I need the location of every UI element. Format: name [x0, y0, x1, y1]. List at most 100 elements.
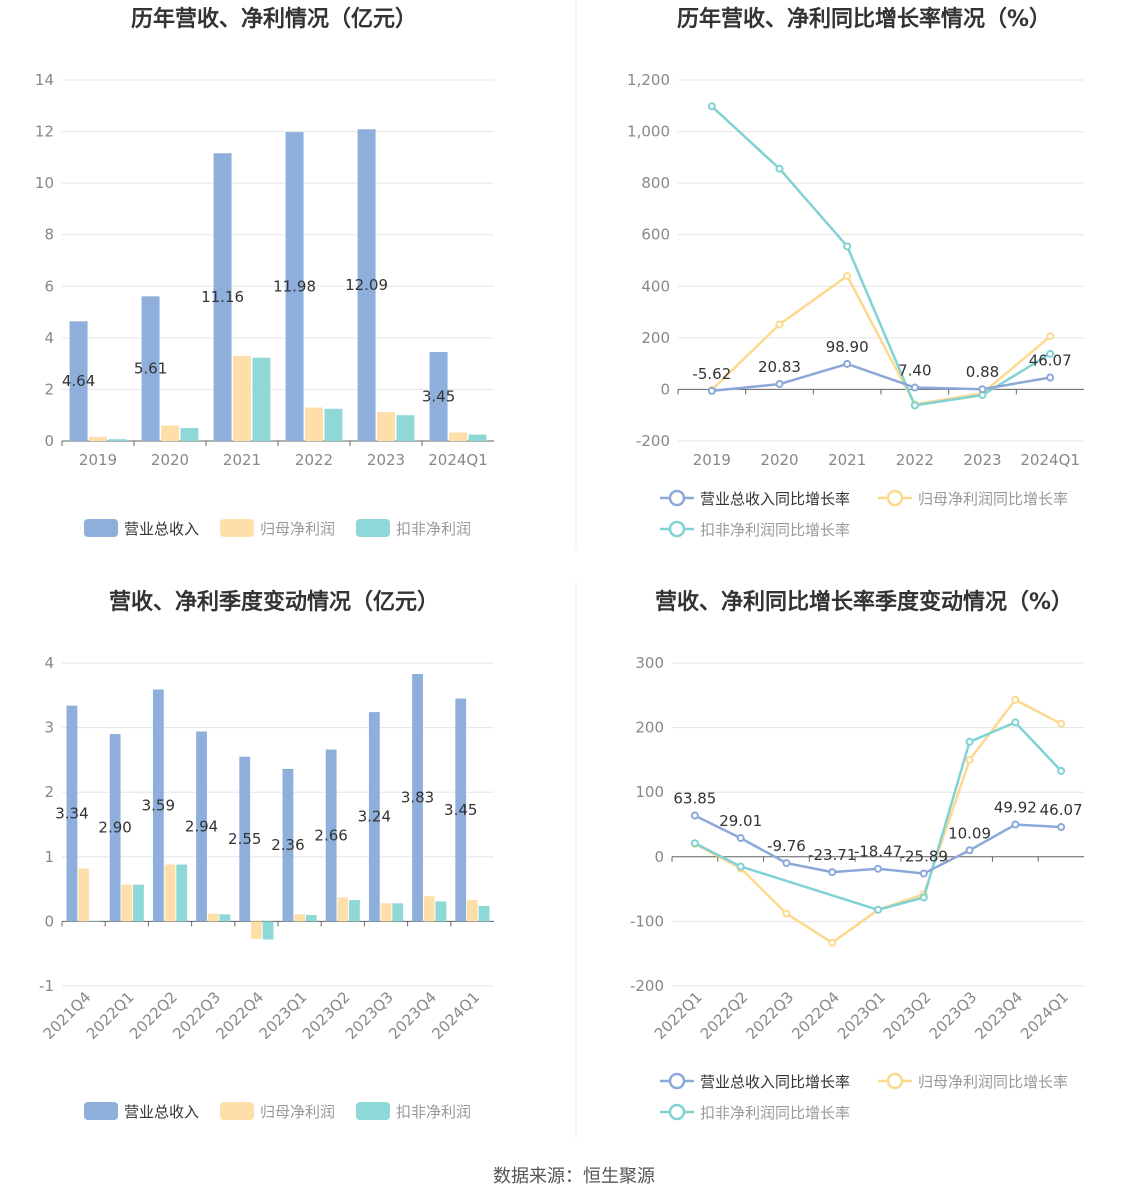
point-revenue_growth	[843, 359, 852, 368]
bar-netprofit	[164, 864, 176, 922]
bar-netprofit	[294, 914, 305, 922]
legend-item-netprofit[interactable]: 归母净利润	[220, 519, 335, 538]
y-tick-label: -200	[630, 977, 664, 995]
data-label: 4.64	[62, 372, 95, 390]
data-label: 29.01	[719, 812, 762, 830]
bar-revenue	[152, 689, 164, 922]
data-label: 11.16	[201, 288, 244, 306]
legend-item-revenue_growth[interactable]: 营业总收入同比增长率	[660, 1072, 850, 1091]
y-tick-label: 200	[635, 719, 664, 737]
legend-item-deducted_growth[interactable]: 扣非净利润同比增长率	[660, 520, 850, 539]
legend-item-netprofit[interactable]: 归母净利润	[220, 1102, 335, 1121]
y-tick-label: 1	[44, 848, 54, 866]
data-label: -25.89	[900, 848, 948, 866]
bar-revenue	[239, 756, 251, 922]
legend-item-deducted_growth[interactable]: 扣非净利润同比增长率	[660, 1103, 850, 1122]
bar-revenue	[141, 296, 160, 441]
x-tick-label: 2023Q1	[834, 988, 889, 1043]
bar-deducted	[392, 903, 404, 922]
bar-revenue	[412, 673, 423, 922]
quarterly-amount-title: 营收、净利季度变动情况（亿元）	[109, 589, 439, 615]
annual-amount-chart: 历年营收、净利情况（亿元） 0 2 4 6 8 10 12 14 4.64 5.61 11.16 11…	[35, 6, 494, 538]
point-deducted_growth	[736, 862, 745, 871]
y-tick-label: 4	[44, 329, 54, 347]
x-tick-label: 2023Q3	[926, 988, 981, 1043]
point-deducted_growth	[843, 242, 852, 251]
x-tick-label: 2022	[896, 451, 934, 469]
x-tick-label: 2023	[963, 451, 1001, 469]
x-tick-label: 2022Q3	[742, 988, 797, 1043]
data-label: 12.09	[345, 276, 388, 294]
point-revenue_growth	[1046, 373, 1055, 382]
y-tick-label: 300	[635, 654, 664, 672]
legend-swatch	[220, 1102, 254, 1120]
bar-netprofit	[121, 884, 133, 922]
bar-deducted	[262, 921, 274, 940]
legend-item-revenue_growth[interactable]: 营业总收入同比增长率	[660, 489, 850, 508]
bar-netprofit	[233, 355, 251, 441]
y-tick-label: 10	[35, 174, 54, 192]
data-label: 10.09	[948, 824, 991, 842]
legend-item-netprofit_growth[interactable]: 归母净利润同比增长率	[878, 1072, 1068, 1091]
point-netprofit_growth	[775, 320, 784, 329]
legend-item-deducted[interactable]: 扣非净利润	[356, 1102, 471, 1121]
data-label: 2.36	[271, 836, 304, 854]
x-tick-label: 2021	[223, 451, 261, 469]
x-tick-label: 2023	[367, 451, 405, 469]
legend-label: 营业总收入同比增长率	[700, 1073, 850, 1091]
point-deducted_growth	[707, 102, 716, 111]
bar-deducted	[435, 901, 447, 922]
y-tick-label: 8	[44, 226, 54, 244]
y-tick-label: 0	[44, 432, 54, 450]
point-revenue_growth	[910, 383, 919, 392]
point-deducted_growth	[1046, 349, 1055, 358]
x-tick-label: 2020	[151, 451, 189, 469]
legend-label: 归母净利润	[260, 1103, 335, 1121]
data-label: 3.83	[401, 789, 434, 807]
y-tick-label: 100	[635, 783, 664, 801]
bar-netprofit	[89, 436, 107, 441]
legend-marker	[668, 520, 686, 538]
point-netprofit_growth	[782, 909, 791, 918]
legend-item-deducted[interactable]: 扣非净利润	[356, 519, 471, 538]
point-deducted_growth	[1011, 718, 1020, 727]
x-tick-label: 2019	[79, 451, 117, 469]
x-tick-label: 2024Q1	[1017, 988, 1072, 1043]
bar-revenue	[368, 712, 380, 922]
bar-revenue	[429, 352, 448, 441]
bar-deducted	[305, 914, 317, 922]
bar-netprofit	[380, 903, 392, 922]
y-tick-label: 4	[44, 654, 54, 672]
bar-revenue	[109, 734, 121, 922]
bar-deducted	[252, 357, 271, 441]
point-revenue_growth	[707, 386, 716, 395]
data-label: 3.59	[142, 796, 175, 814]
legend-item-netprofit_growth[interactable]: 归母净利润同比增长率	[878, 489, 1068, 508]
data-label: 0.88	[966, 363, 999, 381]
legend-item-revenue[interactable]: 营业总收入	[84, 1102, 199, 1121]
legend-label: 扣非净利润同比增长率	[700, 521, 850, 539]
quarterly-growth-title: 营收、净利同比增长率季度变动情况（%）	[655, 589, 1073, 615]
bar-deducted	[396, 415, 415, 441]
data-label: -23.71	[808, 846, 856, 864]
point-revenue_growth	[1057, 823, 1066, 832]
legend-label: 归母净利润同比增长率	[918, 1073, 1068, 1091]
data-label: 2.90	[98, 819, 131, 837]
data-label: 2.66	[314, 826, 347, 844]
legend-label: 营业总收入	[124, 520, 199, 538]
x-tick-label: 2023Q2	[880, 988, 935, 1043]
data-label: 7.40	[898, 362, 931, 380]
bar-netprofit	[337, 897, 349, 922]
point-netprofit_growth	[1057, 719, 1066, 728]
legend-item-revenue[interactable]: 营业总收入	[84, 519, 199, 538]
y-tick-label: 0	[654, 848, 664, 866]
quarterly-amount-chart: 营收、净利季度变动情况（亿元） -1 0 1 2 3 4 3.34 2.90 3.59 2.94 2…	[39, 589, 494, 1121]
data-label: 2.55	[228, 830, 261, 848]
bar-revenue	[285, 132, 304, 441]
x-tick-label: 2022	[295, 451, 333, 469]
point-revenue_growth	[1011, 820, 1020, 829]
legend-swatch	[356, 1102, 390, 1120]
legend-swatch	[84, 519, 118, 537]
bar-deducted	[133, 884, 144, 922]
x-tick-label: 2022Q4	[788, 988, 843, 1043]
